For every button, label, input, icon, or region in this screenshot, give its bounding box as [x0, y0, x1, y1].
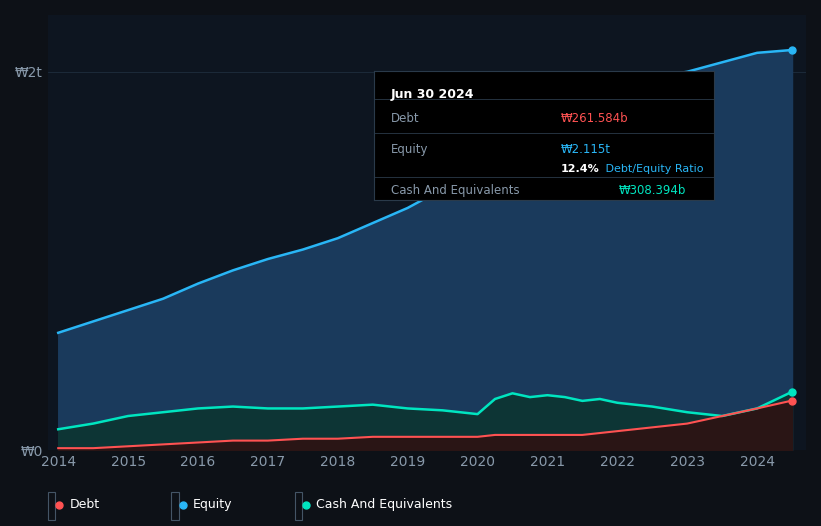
Text: ₩261.584b: ₩261.584b [561, 112, 629, 125]
Text: Debt/Equity Ratio: Debt/Equity Ratio [602, 164, 704, 174]
Text: Equity: Equity [391, 143, 428, 156]
FancyBboxPatch shape [295, 492, 302, 520]
Text: Debt: Debt [391, 112, 420, 125]
FancyBboxPatch shape [172, 492, 179, 520]
Text: Cash And Equivalents: Cash And Equivalents [316, 499, 452, 511]
Text: Equity: Equity [193, 499, 232, 511]
Text: Debt: Debt [70, 499, 99, 511]
Text: ₩2.115t: ₩2.115t [561, 143, 611, 156]
FancyBboxPatch shape [48, 492, 56, 520]
Text: Cash And Equivalents: Cash And Equivalents [391, 185, 519, 197]
Text: Jun 30 2024: Jun 30 2024 [391, 88, 474, 101]
Text: 12.4%: 12.4% [561, 164, 599, 174]
Text: ₩308.394b: ₩308.394b [619, 185, 686, 197]
